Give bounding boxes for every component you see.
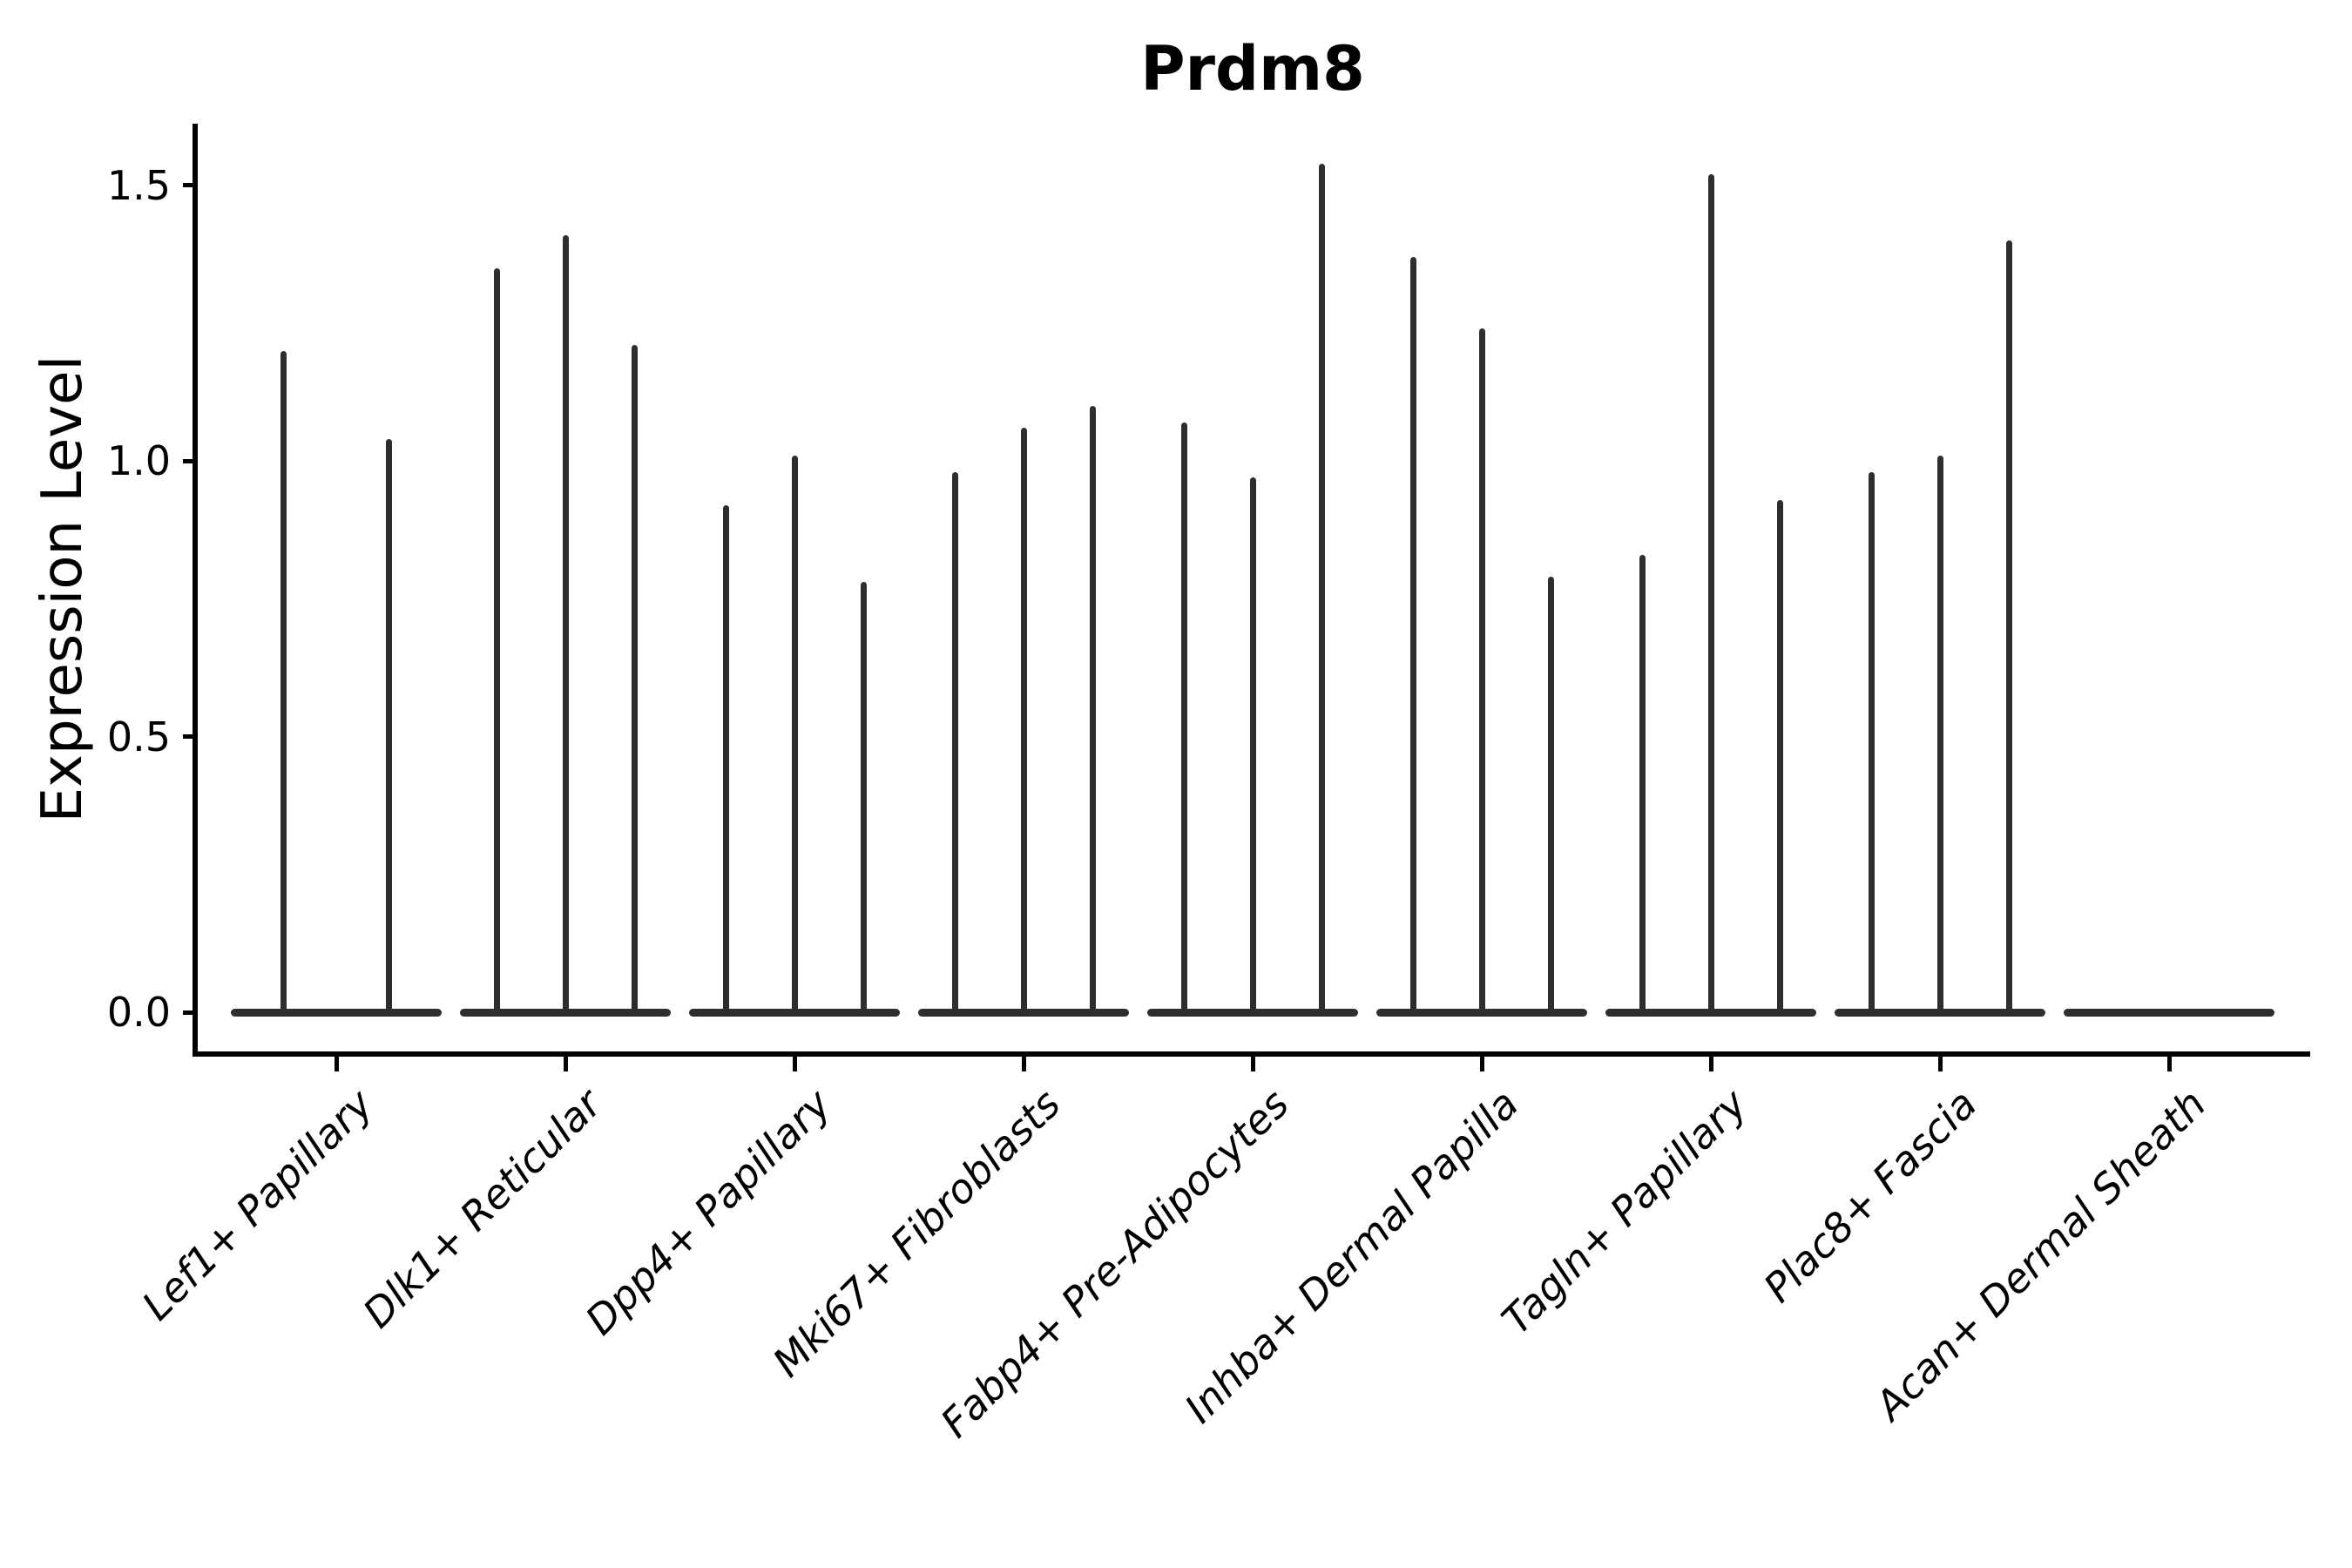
violin-spike [1249, 477, 1256, 1015]
violin-baseline [2064, 1008, 2274, 1017]
violin-spike [1180, 422, 1187, 1015]
y-tick-label: 0.0 [106, 989, 171, 1036]
x-tick-label: Lef1+ Papillary [132, 1080, 382, 1329]
violin-spike [1868, 471, 1875, 1015]
violin-spike [791, 455, 798, 1015]
x-tick-label: Tagln+ Papillary [1492, 1080, 1757, 1344]
x-tick [792, 1057, 797, 1071]
x-tick [1937, 1057, 1943, 1071]
violin-spike [280, 350, 287, 1015]
violin-spike [1547, 577, 1554, 1015]
violin-spike [1707, 174, 1714, 1015]
violin-spike [722, 504, 729, 1015]
x-tick [1708, 1057, 1713, 1071]
violin-spike [1478, 328, 1485, 1015]
y-tick-label: 1.5 [106, 161, 171, 209]
y-tick [183, 1010, 198, 1015]
violin-spike [1936, 455, 1943, 1015]
violin-spike [860, 582, 867, 1015]
y-tick [183, 734, 198, 740]
violin-baseline [231, 1008, 442, 1017]
chart-title: Prdm8 [1140, 33, 1365, 105]
violin-spike [1020, 428, 1027, 1015]
x-tick-label: Plac8+ Fascia [1754, 1080, 1986, 1312]
violin-spike [631, 345, 638, 1015]
x-tick [1250, 1057, 1255, 1071]
violin-spike [2005, 240, 2012, 1015]
violin-spike [1409, 257, 1416, 1015]
violin-spike [1776, 499, 1783, 1015]
y-axis-spine [193, 124, 198, 1057]
x-tick [334, 1057, 339, 1071]
violin-spike [493, 267, 500, 1015]
y-tick-label: 0.5 [106, 713, 171, 760]
violin-spike [951, 471, 958, 1015]
y-tick [183, 183, 198, 188]
violin-spike [562, 234, 569, 1015]
violin-spike [1639, 554, 1646, 1015]
x-tick [1479, 1057, 1484, 1071]
violin-spike [1318, 163, 1325, 1015]
violin-spike [1089, 406, 1096, 1015]
x-tick [1021, 1057, 1026, 1071]
x-tick-label: Dpp4+ Papillary [576, 1080, 841, 1344]
y-tick [183, 458, 198, 463]
x-axis-spine [193, 1051, 2310, 1057]
x-tick [563, 1057, 568, 1071]
x-tick [2166, 1057, 2172, 1071]
y-tick-label: 1.0 [106, 437, 171, 485]
x-tick-label: Dlk1+ Reticular [354, 1080, 612, 1337]
violin-spike [386, 438, 392, 1015]
